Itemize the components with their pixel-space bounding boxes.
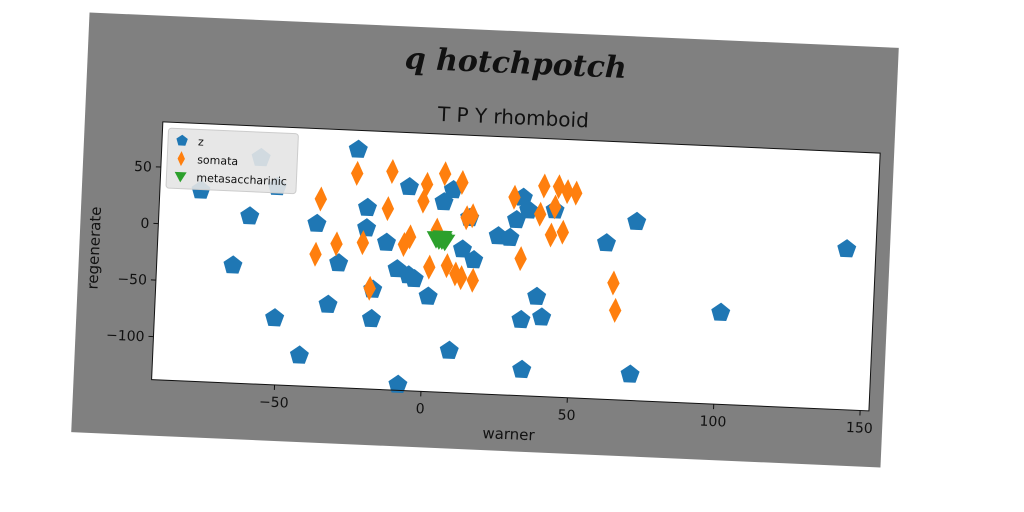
data-point-series-2 xyxy=(608,297,622,323)
data-point-series-2 xyxy=(561,179,574,205)
data-point-series-2 xyxy=(454,265,468,291)
legend: z somata metasaccharinic xyxy=(165,127,299,195)
data-point-series-1 xyxy=(627,211,647,231)
data-point-series-1 xyxy=(240,206,260,225)
data-point-series-2 xyxy=(386,159,399,184)
data-marks xyxy=(191,139,857,393)
data-point-series-1 xyxy=(620,364,640,383)
data-point-series-2 xyxy=(544,222,558,248)
data-point-series-1 xyxy=(329,253,349,272)
data-point-series-2 xyxy=(381,196,395,222)
y-tick-label: −50 xyxy=(117,271,147,288)
figure-suptitle: q hotchpotch xyxy=(404,41,627,86)
x-tick-label: 150 xyxy=(846,420,873,437)
y-tick-label: −100 xyxy=(106,328,145,346)
data-point-series-2 xyxy=(363,275,376,301)
data-point-series-1 xyxy=(418,286,438,305)
data-point-series-1 xyxy=(265,308,285,327)
data-point-series-1 xyxy=(223,255,243,274)
x-tick-label: 50 xyxy=(557,407,576,424)
data-point-series-2 xyxy=(314,186,328,212)
data-point-series-2 xyxy=(556,219,570,245)
legend-box xyxy=(165,127,299,195)
data-point-series-2 xyxy=(423,254,436,280)
data-point-series-2 xyxy=(538,173,551,199)
data-point-series-1 xyxy=(361,308,381,328)
chart-title: T P Y rhomboid xyxy=(436,102,589,133)
x-tick-label: −50 xyxy=(259,394,289,411)
x-tick-label: 100 xyxy=(699,414,726,431)
data-point-series-1 xyxy=(404,268,424,288)
data-point-series-2 xyxy=(514,246,527,272)
data-point-series-1 xyxy=(512,359,532,379)
data-point-series-2 xyxy=(438,161,452,187)
data-point-series-1 xyxy=(711,302,731,321)
legend-label-3: metasaccharinic xyxy=(196,171,287,188)
data-point-series-1 xyxy=(837,239,857,258)
data-point-series-2 xyxy=(607,270,620,296)
y-axis-label: regenerate xyxy=(83,206,105,290)
data-point-series-2 xyxy=(403,224,417,250)
legend-marker-2 xyxy=(177,151,185,167)
data-point-series-1 xyxy=(597,233,617,252)
data-point-series-1 xyxy=(464,250,484,269)
data-point-series-1 xyxy=(532,307,552,326)
data-point-series-1 xyxy=(519,200,539,219)
data-point-series-2 xyxy=(440,253,454,279)
data-point-series-2 xyxy=(420,171,434,197)
data-point-series-1 xyxy=(388,374,408,393)
data-point-series-1 xyxy=(307,213,327,232)
y-tick-label: 50 xyxy=(134,159,153,176)
data-point-series-1 xyxy=(439,340,459,359)
data-point-series-2 xyxy=(350,160,364,186)
data-point-series-1 xyxy=(357,218,377,237)
data-point-series-2 xyxy=(533,201,547,227)
legend-marker-3 xyxy=(174,171,187,183)
data-point-series-2 xyxy=(309,241,322,267)
data-point-series-1 xyxy=(399,176,419,196)
data-point-series-1 xyxy=(453,239,472,258)
data-point-series-1 xyxy=(377,232,397,251)
data-point-series-1 xyxy=(527,286,547,306)
data-point-series-2 xyxy=(330,231,343,257)
data-point-series-1 xyxy=(318,294,338,313)
data-point-series-1 xyxy=(348,139,368,158)
data-point-series-2 xyxy=(466,267,479,293)
data-point-series-2 xyxy=(548,194,562,220)
x-axis-label: warner xyxy=(482,424,536,444)
plot-frame xyxy=(151,121,881,412)
plot-area xyxy=(151,121,881,411)
figure: q hotchpotch T P Y rhomboid −50 0 50 100 150… xyxy=(71,12,899,468)
x-tick-label: 0 xyxy=(415,401,425,417)
data-point-series-2 xyxy=(508,184,521,210)
data-point-series-2 xyxy=(552,174,566,200)
legend-marker-1 xyxy=(176,134,188,146)
legend-label-2: somata xyxy=(197,153,239,168)
data-point-series-1 xyxy=(289,345,309,364)
data-point-series-1 xyxy=(507,209,527,229)
data-point-series-2 xyxy=(356,230,370,256)
data-point-series-2 xyxy=(456,169,469,195)
scatter-chart: q hotchpotch T P Y rhomboid −50 0 50 100 150… xyxy=(83,41,881,444)
y-tick-label: 0 xyxy=(140,216,150,232)
axes: −50 0 50 100 150 −100 −50 0 50 xyxy=(106,121,881,437)
data-point-series-2 xyxy=(466,203,479,229)
data-point-series-1 xyxy=(500,227,520,247)
data-point-series-2 xyxy=(449,261,462,287)
data-point-series-1 xyxy=(358,197,378,217)
data-point-series-2 xyxy=(570,180,583,206)
data-point-series-1 xyxy=(511,309,531,329)
legend-label-1: z xyxy=(198,135,205,148)
data-point-series-3 xyxy=(432,230,453,248)
